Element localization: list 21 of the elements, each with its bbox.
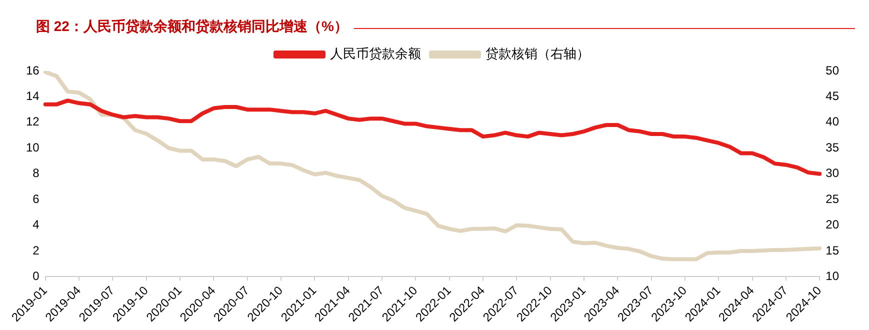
y2-tick-label: 35 <box>826 140 840 154</box>
y-tick-label: 8 <box>32 166 40 180</box>
y2-tick-label: 20 <box>826 218 840 232</box>
y-tick-label: 14 <box>26 89 40 104</box>
y2-tick-label: 50 <box>826 63 840 78</box>
y-tick-label: 0 <box>32 268 40 283</box>
y-tick-label: 16 <box>26 63 40 78</box>
legend-label: 人民币贷款余额 <box>330 46 421 62</box>
y-tick-label: 2 <box>32 243 40 258</box>
y2-tick-label: 15 <box>826 243 840 258</box>
y-tick-label: 4 <box>32 218 40 232</box>
legend-label: 贷款核销（右轴） <box>486 46 590 62</box>
y-tick-label: 12 <box>26 114 40 129</box>
y2-tick-label: 40 <box>826 114 840 129</box>
y2-tick-label: 10 <box>826 268 840 283</box>
y-tick-label: 10 <box>26 140 40 154</box>
y2-tick-label: 25 <box>826 192 840 206</box>
y-tick-label: 6 <box>32 192 40 206</box>
y2-tick-label: 30 <box>826 166 840 180</box>
chart-title: 图 22：人民币贷款余额和贷款核销同比增速（%） <box>36 18 354 36</box>
y2-tick-label: 45 <box>826 89 840 104</box>
